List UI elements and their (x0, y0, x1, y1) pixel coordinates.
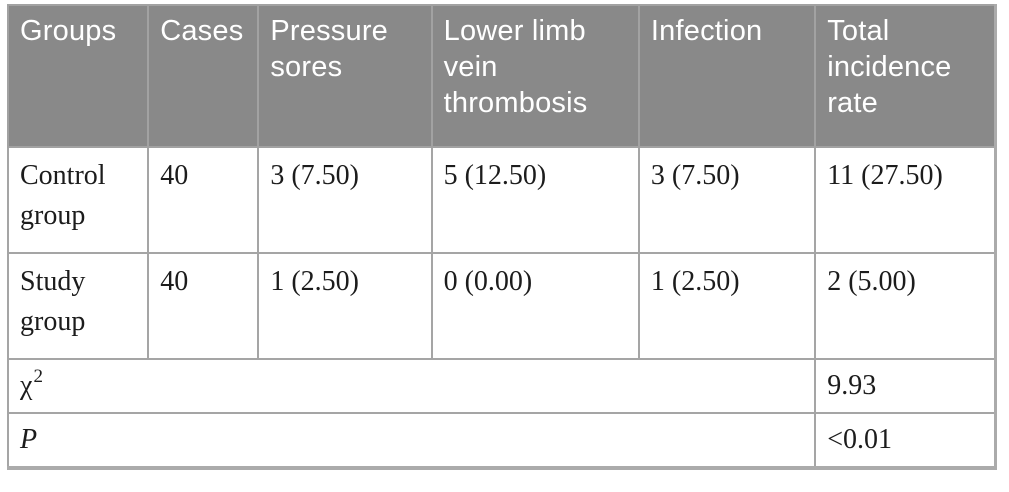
column-header-pressure-sores: Pressure sores (257, 4, 433, 148)
cell-group-name: Study group (6, 252, 150, 360)
table-row-chi-squared: χ2 9.93 (6, 358, 997, 414)
chi-squared-label-cell: χ2 (6, 358, 817, 414)
cell-infection: 1 (2.50) (637, 252, 817, 360)
chi-squared-symbol: χ (20, 370, 33, 401)
cell-lower-limb-vein-thrombosis: 5 (12.50) (430, 146, 640, 254)
cell-infection: 3 (7.50) (637, 146, 817, 254)
table-row-control-group: Control group 40 3 (7.50) 5 (12.50) 3 (7… (6, 146, 997, 254)
chi-squared-exponent: 2 (33, 366, 43, 387)
cell-cases: 40 (147, 252, 260, 360)
column-header-groups: Groups (6, 4, 150, 148)
column-header-total-incidence-rate: Total incidence rate (814, 4, 997, 148)
header-row: Groups Cases Pressure sores Lower limb v… (6, 4, 997, 148)
cell-group-name: Control group (6, 146, 150, 254)
p-label-cell: P (6, 412, 817, 469)
p-symbol: P (20, 424, 38, 455)
incidence-table-container: Groups Cases Pressure sores Lower limb v… (6, 4, 997, 470)
cell-cases: 40 (147, 146, 260, 254)
column-header-lower-limb-vein-thrombosis: Lower limb vein thrombosis (430, 4, 640, 148)
cell-lower-limb-vein-thrombosis: 0 (0.00) (430, 252, 640, 360)
column-header-cases: Cases (147, 4, 260, 148)
column-header-infection: Infection (637, 4, 817, 148)
chi-squared-value-cell: 9.93 (814, 358, 997, 414)
cell-pressure-sores: 1 (2.50) (257, 252, 433, 360)
incidence-table: Groups Cases Pressure sores Lower limb v… (6, 4, 997, 470)
table-row-study-group: Study group 40 1 (2.50) 0 (0.00) 1 (2.50… (6, 252, 997, 360)
cell-total-incidence-rate: 2 (5.00) (814, 252, 997, 360)
cell-total-incidence-rate: 11 (27.50) (814, 146, 997, 254)
p-value-cell: <0.01 (814, 412, 997, 469)
table-row-p-value: P <0.01 (6, 412, 997, 469)
cell-pressure-sores: 3 (7.50) (257, 146, 433, 254)
